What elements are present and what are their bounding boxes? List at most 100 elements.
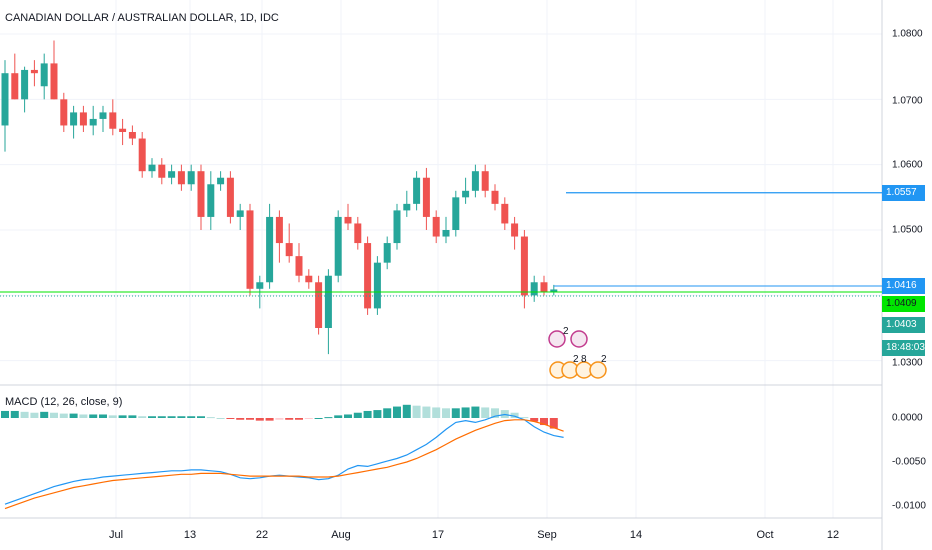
time-tick: 14 bbox=[629, 529, 643, 541]
candle-body[interactable] bbox=[256, 282, 264, 289]
candle-body[interactable] bbox=[305, 275, 313, 283]
macd-histogram-bar bbox=[59, 413, 68, 418]
candle-body[interactable] bbox=[138, 138, 146, 172]
candle-body[interactable] bbox=[148, 164, 156, 172]
candle-body[interactable] bbox=[373, 262, 381, 309]
candle-body[interactable] bbox=[187, 171, 195, 185]
macd-histogram-bar bbox=[304, 418, 313, 419]
hline-price-label: 1.0557 bbox=[882, 185, 925, 201]
candle-body[interactable] bbox=[60, 99, 68, 126]
candle-body[interactable] bbox=[540, 282, 548, 293]
candle-body[interactable] bbox=[550, 289, 558, 293]
candle-body[interactable] bbox=[403, 203, 411, 211]
last-price-label: 1.0409 bbox=[882, 296, 925, 312]
candle-body[interactable] bbox=[530, 282, 538, 296]
candle-body[interactable] bbox=[501, 203, 509, 224]
time-tick: Sep bbox=[537, 529, 557, 541]
macd-histogram-bar bbox=[383, 408, 392, 418]
candle-body[interactable] bbox=[315, 282, 323, 328]
event-icon[interactable] bbox=[589, 361, 607, 379]
macd-histogram-bar bbox=[69, 413, 78, 418]
macd-histogram-bar bbox=[187, 416, 196, 418]
candle-body[interactable] bbox=[383, 243, 391, 263]
candle-body[interactable] bbox=[226, 177, 234, 217]
candle-body[interactable] bbox=[413, 177, 421, 204]
macd-histogram-bar bbox=[461, 407, 470, 418]
candle-body[interactable] bbox=[109, 112, 117, 129]
candle-body[interactable] bbox=[99, 112, 107, 119]
candle-body[interactable] bbox=[197, 171, 205, 217]
candle-body[interactable] bbox=[432, 216, 440, 237]
price-lines bbox=[0, 192, 882, 297]
candle-body[interactable] bbox=[324, 275, 332, 328]
candle-body[interactable] bbox=[471, 171, 479, 191]
price-tick: 1.0800 bbox=[892, 28, 923, 40]
candle-body[interactable] bbox=[295, 256, 303, 276]
candle-body[interactable] bbox=[30, 69, 38, 74]
macd-histogram-bar bbox=[275, 418, 284, 420]
macd-histogram-bar bbox=[549, 418, 558, 429]
macd-histogram-bar bbox=[373, 410, 382, 418]
macd-histogram-bar bbox=[10, 410, 19, 418]
candle-body[interactable] bbox=[119, 128, 127, 132]
candle-body[interactable] bbox=[158, 164, 166, 178]
macd-histogram-bar bbox=[216, 418, 225, 419]
macd-histogram-bar bbox=[89, 414, 98, 418]
time-tick: Oct bbox=[756, 529, 774, 541]
time-tick: Jul bbox=[108, 529, 124, 541]
candle-body[interactable] bbox=[11, 73, 19, 100]
macd-histogram-bar bbox=[530, 418, 539, 422]
macd-histogram-bar bbox=[157, 416, 166, 418]
candle-body[interactable] bbox=[393, 210, 401, 244]
candle-body[interactable] bbox=[89, 118, 97, 126]
macd-histogram-bar bbox=[255, 418, 264, 421]
economic-event-markers[interactable]: 2 2 8 2 bbox=[548, 326, 607, 379]
candle-body[interactable] bbox=[520, 236, 528, 296]
candle-body[interactable] bbox=[275, 216, 283, 244]
macd-histogram-bar bbox=[20, 411, 29, 418]
candle-body[interactable] bbox=[511, 223, 519, 237]
event-icon[interactable] bbox=[548, 330, 566, 348]
candle-body[interactable] bbox=[79, 112, 87, 126]
price-tick: 1.0300 bbox=[892, 357, 923, 369]
candle-body[interactable] bbox=[442, 229, 450, 237]
candle-body[interactable] bbox=[1, 73, 9, 126]
candle-body[interactable] bbox=[217, 177, 225, 185]
macd-histogram-bar bbox=[412, 405, 421, 418]
candle-body[interactable] bbox=[491, 190, 499, 204]
candle-body[interactable] bbox=[354, 223, 362, 244]
macd-indicator-title[interactable]: MACD (12, 26, close, 9) bbox=[5, 396, 123, 408]
candle-body[interactable] bbox=[40, 63, 48, 87]
candle-body[interactable] bbox=[50, 63, 58, 100]
candle-body[interactable] bbox=[207, 184, 215, 217]
candle-body[interactable] bbox=[266, 216, 274, 283]
macd-histogram-bar bbox=[540, 418, 548, 426]
candle-body[interactable] bbox=[236, 210, 244, 217]
macd-histogram-bar bbox=[30, 412, 39, 418]
countdown-label: 18:48:03 bbox=[882, 340, 925, 356]
macd-histogram-bar bbox=[197, 416, 205, 418]
candle-body[interactable] bbox=[344, 216, 352, 224]
macd-histogram-bar bbox=[314, 418, 323, 419]
macd-histogram-bar bbox=[520, 417, 529, 419]
candle-body[interactable] bbox=[128, 131, 136, 139]
candle-body[interactable] bbox=[246, 210, 254, 289]
macd-histogram-bar bbox=[471, 406, 480, 418]
candle-body[interactable] bbox=[364, 243, 372, 309]
macd-line bbox=[4, 413, 564, 505]
candle-body[interactable] bbox=[422, 177, 430, 217]
macd-histogram-bar bbox=[79, 414, 88, 418]
event-count: 8 bbox=[581, 354, 587, 365]
candle-body[interactable] bbox=[462, 190, 470, 198]
candle-body[interactable] bbox=[285, 243, 293, 257]
candle-body[interactable] bbox=[177, 171, 185, 185]
candle-body[interactable] bbox=[21, 69, 29, 100]
candle-body[interactable] bbox=[334, 216, 342, 276]
macd-histogram-bar bbox=[353, 412, 362, 418]
candle-body[interactable] bbox=[168, 171, 176, 178]
candle-body[interactable] bbox=[70, 112, 78, 126]
candle-body[interactable] bbox=[452, 197, 460, 230]
candle-body[interactable] bbox=[481, 171, 489, 191]
event-icon[interactable] bbox=[570, 330, 588, 348]
